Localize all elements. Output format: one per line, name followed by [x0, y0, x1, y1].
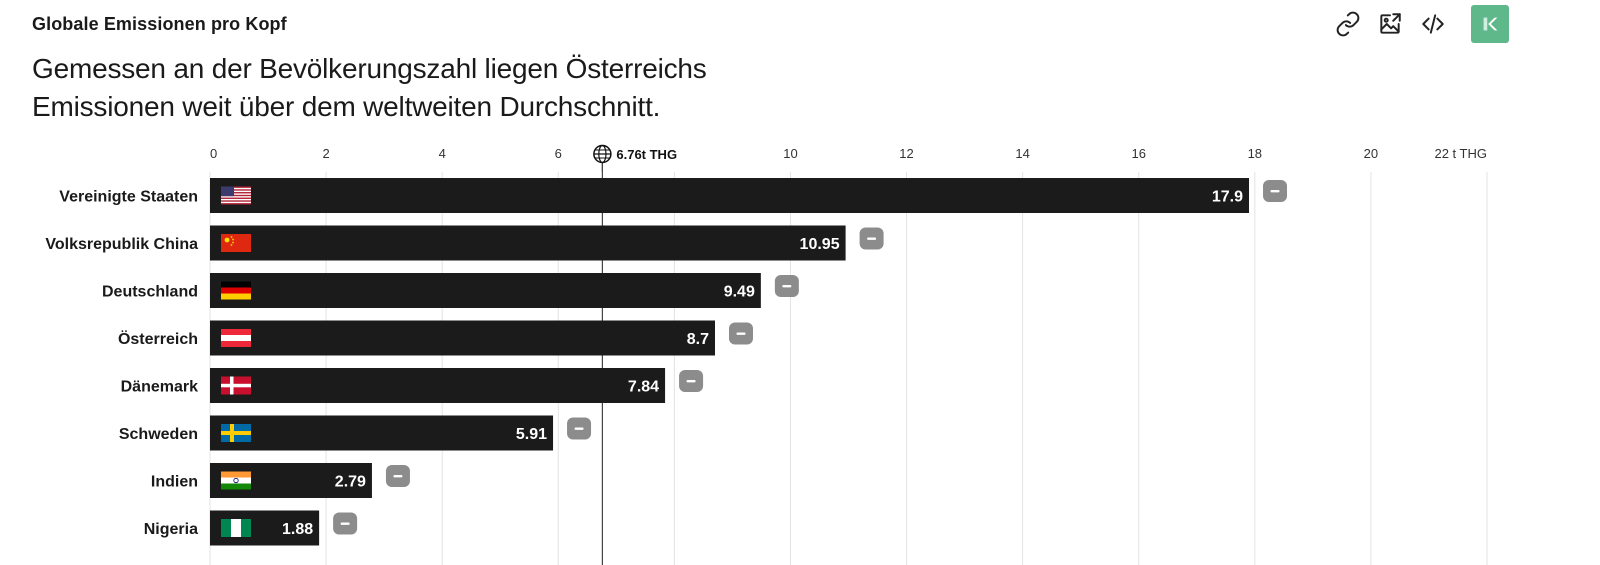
minus-icon: [736, 332, 746, 335]
collapse-button[interactable]: [385, 465, 410, 487]
bar-row: Vereinigte Staaten 17.9: [59, 178, 1288, 213]
bar-row: Schweden 5.91: [119, 415, 592, 451]
value-label: 17.9: [1212, 189, 1243, 206]
flag-icon: [221, 424, 251, 442]
collapse-button[interactable]: [333, 512, 358, 535]
flag-icon: [221, 329, 251, 347]
minus-icon: [393, 475, 403, 478]
bar-row: Volksrepublik China 10.95: [45, 225, 884, 261]
value-label: 1.88: [282, 521, 313, 538]
value-label: 2.79: [335, 474, 366, 491]
embed-code-icon[interactable]: [1417, 8, 1449, 40]
flag-icon: [221, 519, 251, 537]
globe-icon: [593, 144, 612, 164]
reference-marker: 6.76t THG: [592, 143, 677, 172]
x-tick-label: 6: [555, 146, 562, 161]
link-icon[interactable]: [1332, 8, 1364, 40]
category-label: Nigeria: [144, 521, 198, 538]
x-tick-label: 14: [1015, 146, 1029, 161]
minus-icon: [782, 285, 792, 288]
value-label: 8.7: [687, 331, 709, 348]
x-tick-label: 16: [1131, 146, 1145, 161]
image-export-icon[interactable]: [1374, 8, 1406, 40]
value-label: 9.49: [724, 284, 755, 301]
collapse-button[interactable]: [567, 417, 592, 440]
brand-logo[interactable]: [1471, 5, 1509, 43]
bar-row: Dänemark 7.84: [121, 368, 704, 403]
x-tick-label: 0: [210, 146, 217, 161]
bar[interactable]: [210, 225, 846, 261]
minus-icon: [1270, 190, 1280, 193]
minus-icon: [340, 522, 350, 525]
chart-kicker: Globale Emissionen pro Kopf: [32, 14, 287, 34]
category-label: Indien: [151, 474, 198, 491]
flag-icon: [221, 186, 251, 205]
x-tick-label: 4: [439, 146, 446, 161]
bar-row: Indien 2.79: [151, 463, 410, 498]
x-tick-label: 12: [899, 146, 913, 161]
minus-icon: [867, 237, 877, 240]
x-tick-label: 18: [1248, 146, 1262, 161]
minus-icon: [686, 380, 696, 383]
bar-row: Österreich 8.7: [118, 320, 753, 356]
flag-icon: [221, 376, 251, 395]
bar[interactable]: [210, 273, 761, 308]
collapse-button[interactable]: [728, 322, 753, 345]
collapse-button[interactable]: [859, 227, 884, 250]
category-label: Vereinigte Staaten: [59, 189, 198, 206]
category-label: Volksrepublik China: [45, 236, 198, 253]
category-label: Schweden: [119, 426, 198, 443]
value-label: 5.91: [516, 426, 547, 443]
collapse-button[interactable]: [679, 370, 704, 392]
bar[interactable]: [210, 368, 666, 403]
minus-icon: [574, 427, 584, 430]
bar[interactable]: [210, 178, 1250, 213]
flag-icon: [221, 234, 251, 252]
x-tick-label: 2: [322, 146, 329, 161]
bar-row: Deutschland 9.49: [102, 273, 799, 308]
category-label: Österreich: [118, 329, 198, 348]
x-tick-label: 20: [1364, 146, 1378, 161]
bar[interactable]: [210, 320, 715, 356]
reference-label: 6.76t THG: [616, 147, 677, 162]
flag-icon: [221, 281, 251, 300]
collapse-button[interactable]: [1263, 180, 1288, 202]
collapse-button[interactable]: [774, 275, 799, 297]
bar-row: Nigeria 1.88: [144, 510, 358, 546]
x-tick-label: 22 t THG: [1434, 146, 1487, 161]
x-tick-label: 10: [783, 146, 797, 161]
flag-icon: [221, 471, 251, 490]
bar[interactable]: [210, 415, 554, 451]
category-label: Deutschland: [102, 284, 198, 301]
chart-headline: Gemessen an der Bevölkerungszahl liegen …: [32, 53, 707, 122]
toolbar: [1300, 0, 1600, 60]
value-label: 7.84: [628, 379, 659, 396]
value-label: 10.95: [800, 236, 840, 253]
category-label: Dänemark: [121, 379, 198, 396]
